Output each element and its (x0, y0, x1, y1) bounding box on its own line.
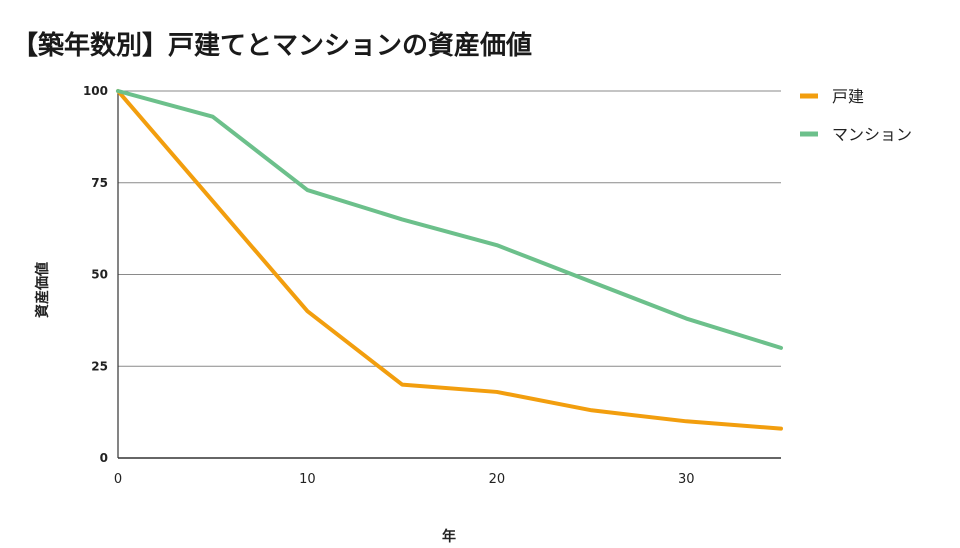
x-tick-label: 20 (489, 472, 506, 487)
series-line-1 (116, 89, 783, 350)
y-tick-label: 25 (91, 359, 108, 373)
x-tick-label: 10 (299, 472, 316, 487)
legend-label-1: マンション (832, 125, 912, 144)
gridlines (118, 90, 781, 367)
y-axis-title: 資産価値 (34, 262, 51, 318)
x-axis-title: 年 (442, 528, 456, 545)
axes (117, 91, 781, 459)
chart-title: 【築年数別】戸建てとマンションの資産価値 (12, 30, 532, 61)
y-tick-label: 100 (83, 84, 108, 98)
y-tick-label: 50 (91, 268, 108, 282)
legend-label-0: 戸建 (832, 87, 864, 106)
series-lines (116, 89, 783, 431)
x-tick-label: 30 (678, 472, 695, 487)
x-tick-labels: 0 10 20 30 (114, 472, 695, 487)
series-line-0 (116, 89, 783, 431)
y-tick-label: 75 (91, 176, 108, 190)
x-tick-label: 0 (114, 472, 122, 487)
y-tick-labels: 0 25 50 75 100 (83, 84, 108, 465)
y-tick-label: 0 (100, 451, 108, 465)
